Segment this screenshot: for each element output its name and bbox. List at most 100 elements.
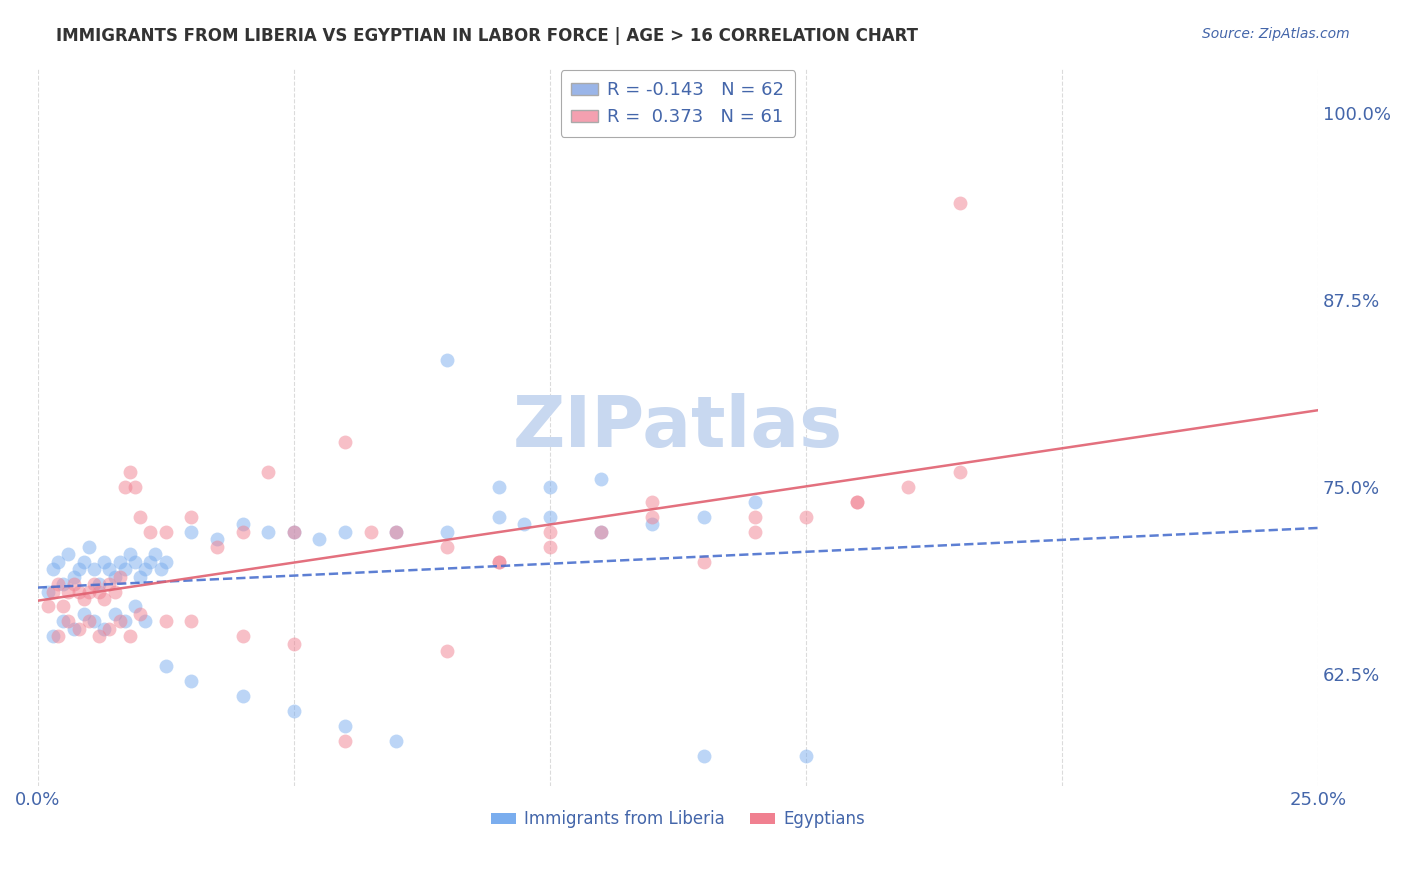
Point [205,540,228,554]
Point [744,495,766,509]
Point [103,569,125,583]
Point [58,615,80,629]
Point [149,562,172,576]
Point [89,629,111,643]
Point [641,509,664,524]
Point [692,555,714,569]
Point [93,622,115,636]
Point [180,674,202,689]
Point [744,509,766,524]
Point [58,584,80,599]
Point [232,689,254,703]
Point [538,509,561,524]
Point [52,577,75,591]
Point [42,584,65,599]
Point [385,734,408,748]
Point [180,524,202,539]
Point [46,577,69,591]
Point [436,352,458,367]
Point [37,599,59,614]
Point [155,555,177,569]
Point [591,524,613,539]
Point [360,524,382,539]
Point [139,555,162,569]
Point [333,734,356,748]
Point [283,637,305,651]
Point [488,480,510,494]
Point [103,607,125,621]
Point [591,473,613,487]
Point [67,584,90,599]
Point [114,562,136,576]
Point [67,622,90,636]
Point [436,540,458,554]
Point [118,465,141,479]
Point [118,629,141,643]
Point [93,555,115,569]
Point [283,524,305,539]
Point [155,524,177,539]
Point [108,569,131,583]
Point [538,480,561,494]
Point [692,509,714,524]
Point [488,555,510,569]
Point [232,517,254,532]
Point [257,465,280,479]
Point [77,540,100,554]
Point [89,577,111,591]
Point [283,524,305,539]
Point [145,547,167,561]
Point [949,465,972,479]
Point [93,592,115,607]
Point [129,607,152,621]
Point [98,577,121,591]
Point [42,629,65,643]
Point [108,555,131,569]
Point [62,577,84,591]
Point [124,599,146,614]
Point [385,524,408,539]
Point [180,615,202,629]
Point [232,629,254,643]
Point [98,622,121,636]
Point [103,584,125,599]
Point [134,562,156,576]
Point [257,524,280,539]
Point [333,435,356,450]
Point [134,615,156,629]
Point [73,607,96,621]
Point [205,533,228,547]
Point [124,480,146,494]
Point [98,562,121,576]
Text: IMMIGRANTS FROM LIBERIA VS EGYPTIAN IN LABOR FORCE | AGE > 16 CORRELATION CHART: IMMIGRANTS FROM LIBERIA VS EGYPTIAN IN L… [56,27,918,45]
Point [385,524,408,539]
Point [62,622,84,636]
Point [333,524,356,539]
Point [846,495,869,509]
Point [77,584,100,599]
Point [89,584,111,599]
Point [73,592,96,607]
Point [67,562,90,576]
Legend: Immigrants from Liberia, Egyptians: Immigrants from Liberia, Egyptians [484,804,872,835]
Point [139,524,162,539]
Point [949,196,972,211]
Point [283,704,305,718]
Point [744,524,766,539]
Point [114,480,136,494]
Point [129,569,152,583]
Point [232,524,254,539]
Point [108,615,131,629]
Text: Source: ZipAtlas.com: Source: ZipAtlas.com [1202,27,1350,41]
Point [436,524,458,539]
Point [794,748,817,763]
Point [77,615,100,629]
Point [52,615,75,629]
Point [83,577,105,591]
Point [488,509,510,524]
Point [846,495,869,509]
Text: ZIPatlas: ZIPatlas [513,392,844,462]
Point [794,509,817,524]
Point [42,562,65,576]
Point [308,533,330,547]
